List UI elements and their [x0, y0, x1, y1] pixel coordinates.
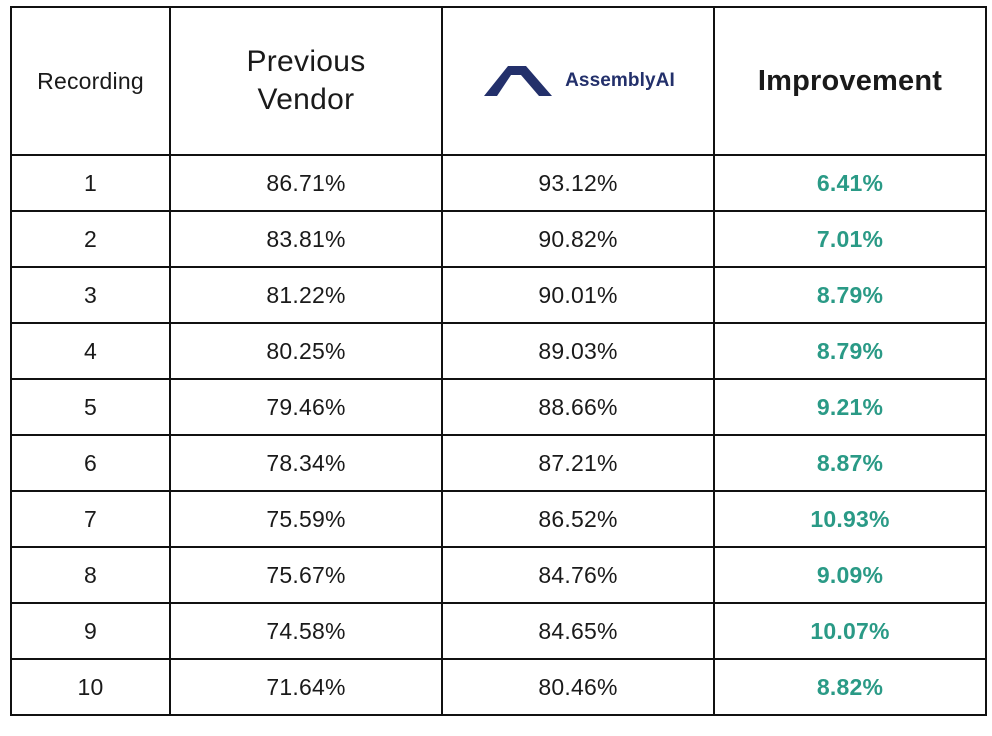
cell-previous-vendor: 86.71% — [169, 154, 443, 212]
table-row: 1 86.71% 93.12% 6.41% — [10, 154, 987, 212]
cell-assemblyai: 90.82% — [441, 210, 715, 268]
cell-improvement: 8.82% — [713, 658, 987, 716]
table-header: Recording Previous Vendor AssemblyAI Imp… — [10, 6, 987, 156]
cell-recording: 7 — [10, 490, 171, 548]
table-row: 10 71.64% 80.46% 8.82% — [10, 658, 987, 716]
cell-recording: 3 — [10, 266, 171, 324]
cell-improvement: 9.09% — [713, 546, 987, 604]
table-body: 1 86.71% 93.12% 6.41% 2 83.81% 90.82% 7.01% 3 81.… — [10, 154, 987, 716]
cell-recording: 2 — [10, 210, 171, 268]
header-recording: Recording — [10, 6, 171, 156]
cell-previous-vendor: 81.22% — [169, 266, 443, 324]
cell-assemblyai: 89.03% — [441, 322, 715, 380]
cell-assemblyai: 84.76% — [441, 546, 715, 604]
table-row: 3 81.22% 90.01% 8.79% — [10, 266, 987, 324]
cell-assemblyai: 87.21% — [441, 434, 715, 492]
cell-recording: 8 — [10, 546, 171, 604]
cell-assemblyai: 80.46% — [441, 658, 715, 716]
table-row: 9 74.58% 84.65% 10.07% — [10, 602, 987, 660]
cell-previous-vendor: 75.67% — [169, 546, 443, 604]
cell-previous-vendor: 75.59% — [169, 490, 443, 548]
header-assemblyai: AssemblyAI — [441, 6, 715, 156]
assemblyai-logo-text: AssemblyAI — [565, 69, 675, 91]
cell-previous-vendor: 80.25% — [169, 322, 443, 380]
cell-improvement: 6.41% — [713, 154, 987, 212]
cell-assemblyai: 88.66% — [441, 378, 715, 436]
cell-improvement: 10.07% — [713, 602, 987, 660]
cell-improvement: 8.79% — [713, 322, 987, 380]
header-previous-vendor-line1: Previous — [246, 45, 366, 78]
cell-improvement: 8.87% — [713, 434, 987, 492]
table-row: 4 80.25% 89.03% 8.79% — [10, 322, 987, 380]
cell-assemblyai: 90.01% — [441, 266, 715, 324]
cell-assemblyai: 84.65% — [441, 602, 715, 660]
header-previous-vendor: Previous Vendor — [169, 6, 443, 156]
cell-recording: 1 — [10, 154, 171, 212]
cell-recording: 5 — [10, 378, 171, 436]
cell-recording: 9 — [10, 602, 171, 660]
table-row: 8 75.67% 84.76% 9.09% — [10, 546, 987, 604]
cell-previous-vendor: 79.46% — [169, 378, 443, 436]
cell-recording: 10 — [10, 658, 171, 716]
cell-previous-vendor: 74.58% — [169, 602, 443, 660]
header-improvement: Improvement — [713, 6, 987, 156]
table-row: 5 79.46% 88.66% 9.21% — [10, 378, 987, 436]
cell-assemblyai: 86.52% — [441, 490, 715, 548]
cell-previous-vendor: 83.81% — [169, 210, 443, 268]
table-row: 6 78.34% 87.21% 8.87% — [10, 434, 987, 492]
comparison-table: Recording Previous Vendor AssemblyAI Imp… — [10, 6, 987, 716]
comparison-table-container: Recording Previous Vendor AssemblyAI Imp… — [10, 6, 987, 716]
cell-recording: 6 — [10, 434, 171, 492]
assemblyai-logo: AssemblyAI — [481, 62, 675, 100]
assemblyai-logo-icon — [484, 65, 553, 96]
cell-improvement: 9.21% — [713, 378, 987, 436]
cell-improvement: 10.93% — [713, 490, 987, 548]
cell-improvement: 7.01% — [713, 210, 987, 268]
header-row: Recording Previous Vendor AssemblyAI Imp… — [10, 6, 987, 156]
table-row: 7 75.59% 86.52% 10.93% — [10, 490, 987, 548]
cell-previous-vendor: 71.64% — [169, 658, 443, 716]
cell-improvement: 8.79% — [713, 266, 987, 324]
cell-recording: 4 — [10, 322, 171, 380]
cell-assemblyai: 93.12% — [441, 154, 715, 212]
header-previous-vendor-line2: Vendor — [257, 83, 355, 116]
cell-previous-vendor: 78.34% — [169, 434, 443, 492]
table-row: 2 83.81% 90.82% 7.01% — [10, 210, 987, 268]
